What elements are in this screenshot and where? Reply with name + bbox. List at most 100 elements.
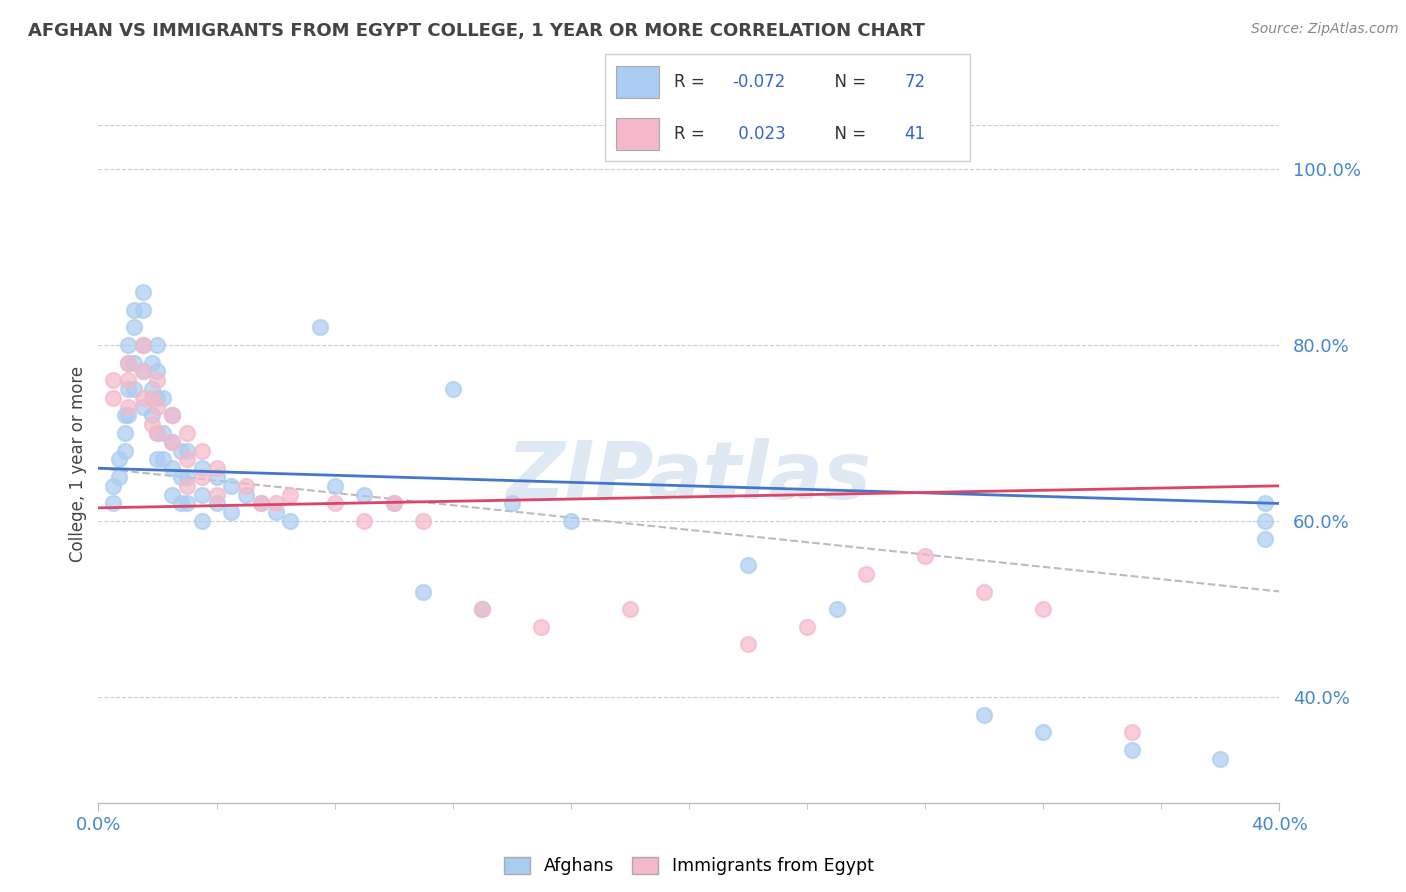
Point: [103, 391, 125, 405]
Point: [132, 364, 155, 378]
Point: [176, 452, 198, 467]
Point: [132, 391, 155, 405]
Point: [471, 602, 494, 616]
Point: [796, 620, 818, 634]
Point: [176, 479, 198, 493]
Point: [162, 461, 183, 475]
Point: [1254, 496, 1277, 510]
Point: [191, 488, 214, 502]
Point: [205, 496, 228, 510]
Point: [162, 409, 183, 423]
Point: [152, 391, 174, 405]
Point: [146, 373, 169, 387]
Point: [117, 400, 139, 414]
Point: [264, 496, 287, 510]
Point: [132, 285, 155, 300]
Point: [114, 409, 136, 423]
Point: [382, 496, 405, 510]
Text: ZIPatlas: ZIPatlas: [506, 438, 872, 516]
FancyBboxPatch shape: [605, 54, 970, 161]
Point: [117, 409, 139, 423]
Text: 0.023: 0.023: [733, 125, 786, 143]
Point: [382, 496, 405, 510]
Point: [162, 434, 183, 449]
Point: [141, 382, 163, 396]
Point: [117, 355, 139, 369]
Point: [141, 409, 163, 423]
Point: [103, 479, 125, 493]
Point: [122, 302, 145, 317]
Point: [353, 488, 375, 502]
Point: [122, 320, 145, 334]
Point: [191, 514, 214, 528]
Point: [191, 461, 214, 475]
Point: [914, 549, 936, 564]
Point: [117, 338, 139, 352]
Point: [191, 470, 214, 484]
Text: 72: 72: [904, 73, 925, 91]
Point: [353, 514, 375, 528]
Point: [191, 443, 214, 458]
Point: [162, 409, 183, 423]
Point: [235, 479, 257, 493]
Point: [737, 558, 759, 573]
Text: N =: N =: [824, 73, 872, 91]
Point: [146, 452, 169, 467]
Point: [501, 496, 523, 510]
Point: [219, 505, 242, 519]
Point: [132, 338, 155, 352]
Point: [108, 470, 131, 484]
Point: [250, 496, 273, 510]
Point: [278, 514, 302, 528]
Point: [162, 488, 183, 502]
Point: [170, 496, 193, 510]
Point: [219, 479, 242, 493]
Point: [1121, 743, 1143, 757]
Point: [235, 488, 257, 502]
Text: AFGHAN VS IMMIGRANTS FROM EGYPT COLLEGE, 1 YEAR OR MORE CORRELATION CHART: AFGHAN VS IMMIGRANTS FROM EGYPT COLLEGE,…: [28, 22, 925, 40]
Point: [141, 391, 163, 405]
Point: [170, 443, 193, 458]
Point: [162, 434, 183, 449]
Point: [132, 400, 155, 414]
Point: [141, 355, 163, 369]
Point: [176, 425, 198, 440]
FancyBboxPatch shape: [616, 118, 659, 150]
Point: [737, 637, 759, 651]
Point: [309, 320, 332, 334]
Point: [205, 461, 228, 475]
Point: [619, 602, 641, 616]
Text: N =: N =: [824, 125, 872, 143]
Text: Source: ZipAtlas.com: Source: ZipAtlas.com: [1251, 22, 1399, 37]
Point: [122, 382, 145, 396]
Point: [103, 496, 125, 510]
Point: [132, 302, 155, 317]
Point: [108, 452, 131, 467]
Point: [278, 488, 302, 502]
FancyBboxPatch shape: [616, 66, 659, 98]
Point: [323, 479, 346, 493]
Point: [1032, 602, 1054, 616]
Point: [122, 355, 145, 369]
Point: [114, 443, 136, 458]
Point: [973, 584, 995, 599]
Point: [1254, 514, 1277, 528]
Point: [855, 566, 877, 581]
Text: -0.072: -0.072: [733, 73, 786, 91]
Point: [152, 452, 174, 467]
Point: [1032, 725, 1054, 739]
Legend: Afghans, Immigrants from Egypt: Afghans, Immigrants from Egypt: [498, 849, 880, 882]
Point: [146, 400, 169, 414]
Point: [973, 707, 995, 722]
Point: [114, 425, 136, 440]
Point: [132, 364, 155, 378]
Point: [176, 496, 198, 510]
Point: [117, 355, 139, 369]
Point: [117, 382, 139, 396]
Point: [141, 417, 163, 432]
Point: [103, 373, 125, 387]
Y-axis label: College, 1 year or more: College, 1 year or more: [69, 366, 87, 562]
Point: [146, 364, 169, 378]
Point: [560, 514, 582, 528]
Point: [205, 470, 228, 484]
